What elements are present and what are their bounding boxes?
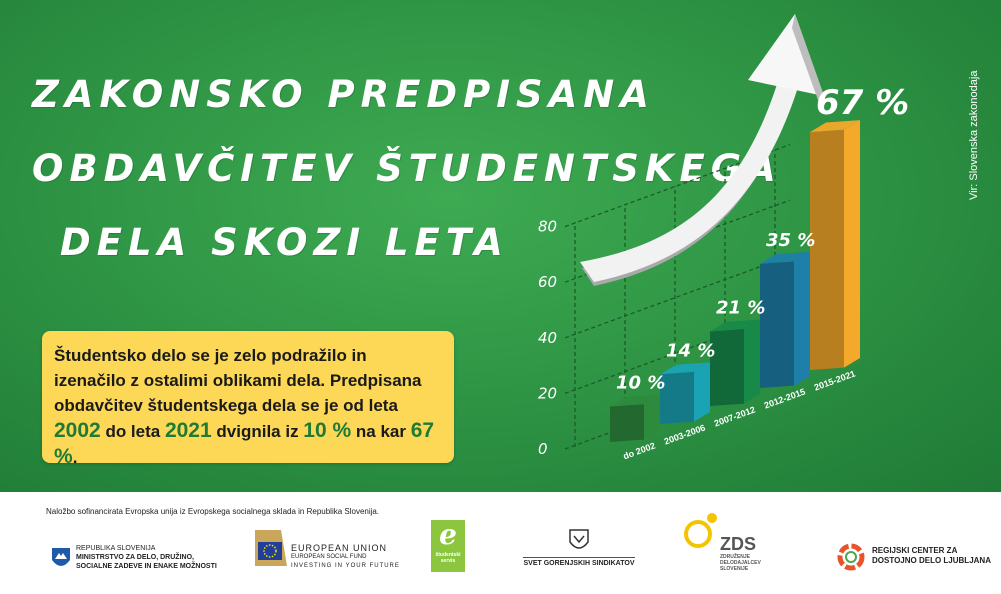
bar-side-face [644, 394, 660, 440]
bar-chart: 0 20 40 60 80 10 % do 2002 14 % 2003-2006 21 % 20… [538, 14, 909, 461]
title-line-2: OBDAVČITEV ŠTUDENTSKEGA [32, 147, 782, 190]
employers-line-2: DELODAJALCEV [720, 560, 761, 566]
bar-front-face [610, 404, 644, 442]
note-text-4: na kar [351, 422, 411, 441]
note-text-3: dvignila iz [211, 422, 304, 441]
bar-3 [760, 251, 810, 388]
eu-line-1: EUROPEAN UNION [291, 543, 388, 553]
category-label: do 2002 [622, 440, 657, 461]
arrow-body [580, 68, 802, 282]
bar-top-face [610, 394, 660, 407]
y-tick-label: 40 [538, 329, 557, 347]
union-emblem-icon [569, 529, 589, 549]
growth-arrow [580, 14, 824, 286]
ministry-line-1: REPUBLIKA SLOVENIJA [76, 545, 156, 552]
bar-side-face [794, 251, 810, 386]
bar-value-label: 10 % [616, 373, 665, 394]
eu-line-2: EUROPEAN SOCIAL FUND [291, 554, 367, 560]
employers-dots-icon [684, 513, 717, 548]
infographic-board: ZAKONSKO PREDPISANA OBDAVČITEV ŠTUDENTSK… [0, 0, 1001, 492]
arrow-head-side [792, 14, 824, 100]
note-text-1: Študentsko delo se je zelo podražilo in … [54, 346, 422, 415]
arrow-side [582, 60, 802, 286]
page-title: ZAKONSKO PREDPISANA OBDAVČITEV ŠTUDENTSK… [32, 58, 782, 280]
y-tick-label: 60 [538, 273, 557, 291]
bar-top-face [810, 120, 860, 133]
eu-flag-icon [255, 530, 287, 566]
bar-value-label: 21 % [716, 297, 765, 318]
employers-line-3: SLOVENIJE [720, 566, 749, 572]
coat-of-arms-icon [52, 548, 70, 566]
note-year-to: 2021 [164, 419, 212, 442]
note-year-from: 2002 [54, 419, 101, 442]
note-pct-from: 10 % [303, 419, 352, 442]
bar-front-face [660, 371, 694, 424]
y-tick-label: 0 [538, 440, 548, 458]
bar-1 [660, 362, 710, 424]
bar-2 [710, 319, 760, 406]
bar-0 [610, 394, 660, 442]
employers-big: ZDS [720, 534, 756, 554]
bar-front-face [810, 129, 844, 370]
bar-value-label: 67 % [816, 83, 909, 123]
eu-line-3: INVESTING IN YOUR FUTURE [291, 563, 400, 569]
y-tick-label: 80 [538, 218, 557, 236]
bar-top-face [760, 251, 810, 264]
funding-note: Naložbo sofinancirata Evropska unija iz … [46, 507, 380, 516]
title-line-1: ZAKONSKO PREDPISANA [32, 73, 655, 116]
category-label: 2012-2015 [763, 386, 807, 410]
bar-value-label: 35 % [766, 230, 815, 251]
bar-side-face [694, 362, 710, 422]
union-text: SVET GORENJSKIH SINDIKATOV [523, 557, 635, 568]
bar-4 [810, 120, 860, 370]
grid-line [564, 255, 791, 339]
student-service-text: študentski servis [435, 552, 461, 564]
employers-line-1: ZDRUŽENJE [720, 554, 751, 560]
bar-side-face [744, 319, 760, 404]
bar-value-label: 14 % [666, 340, 715, 361]
note-pct-to: 67 % [54, 419, 435, 468]
regional-line-1: REGIJSKI CENTER ZA [872, 546, 958, 555]
category-label: 2007-2012 [713, 404, 757, 428]
arrow-head [748, 14, 824, 96]
ministry-line-3: SOCIALNE ZADEVE IN ENAKE MOŽNOSTI [76, 563, 217, 570]
ministry-line-2: MINISTRSTVO ZA DELO, DRUŽINO, [76, 554, 194, 561]
bar-side-face [844, 120, 860, 368]
student-service-logo: e študentski servis [431, 520, 465, 572]
note-text-2: do leta [100, 422, 165, 441]
footer: Naložbo sofinancirata Evropska unija iz … [0, 492, 1001, 594]
category-label: 2015-2021 [813, 368, 857, 392]
bar-front-face [710, 329, 744, 406]
bar-front-face [760, 261, 794, 388]
note-text-5: . [72, 448, 78, 467]
regional-center-ring-icon [837, 543, 865, 571]
union-logo: SVET GORENJSKIH SINDIKATOV [523, 528, 635, 568]
bar-top-face [660, 362, 710, 375]
y-tick-label: 20 [538, 384, 557, 402]
bar-top-face [710, 319, 760, 332]
student-service-letter: e [439, 518, 457, 551]
category-label: 2003-2006 [663, 422, 707, 446]
regional-line-2: DOSTOJNO DELO LJUBLJANA [872, 556, 991, 565]
title-line-3: DELA SKOZI LETA [60, 221, 509, 264]
summary-note: Študentsko delo se je zelo podražilo in … [42, 331, 454, 468]
